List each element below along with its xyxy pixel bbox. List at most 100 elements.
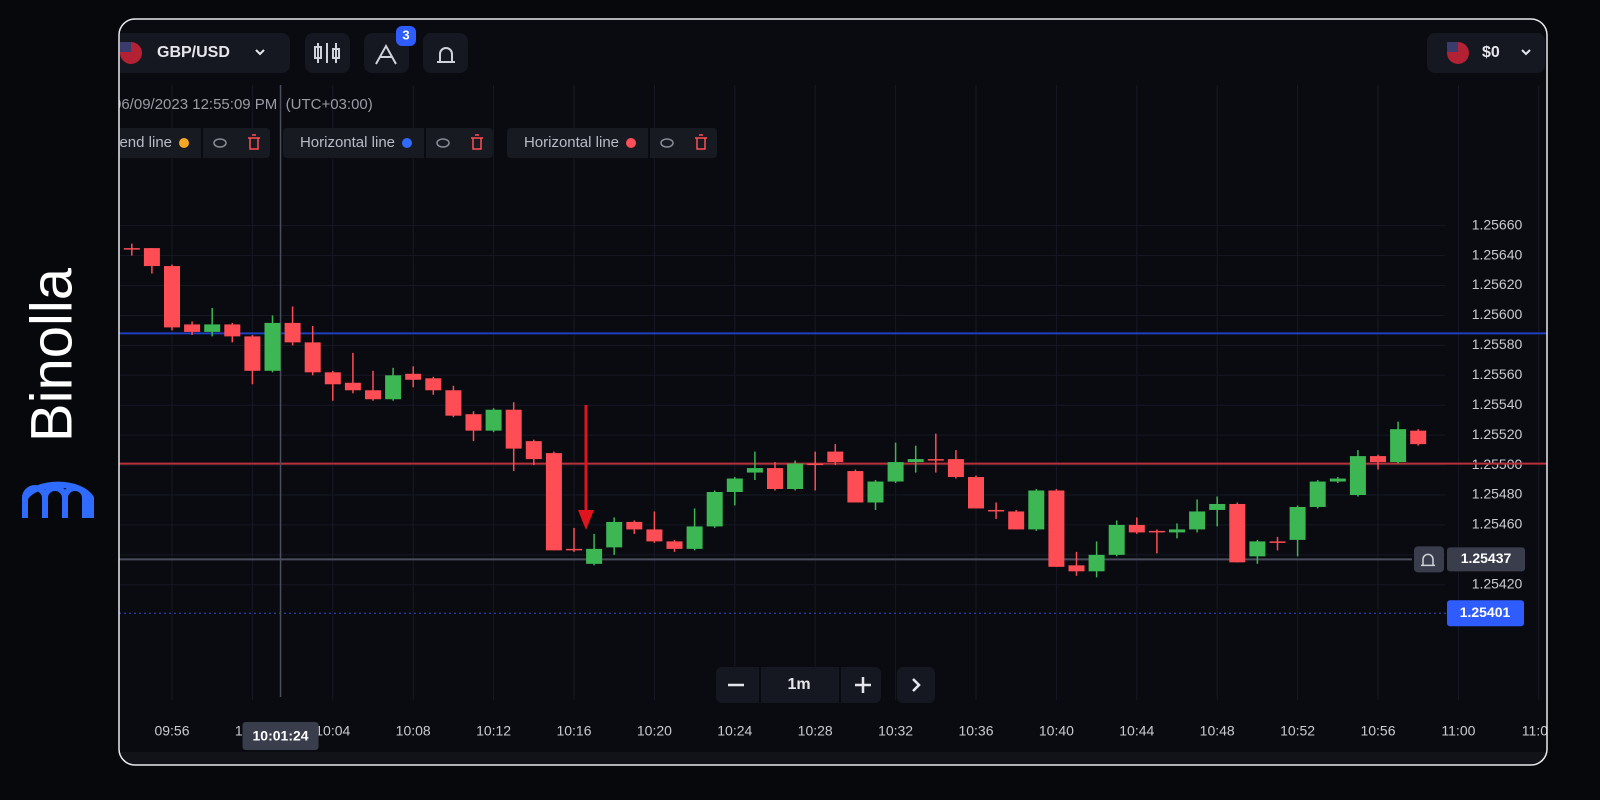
candle-body [1169, 529, 1185, 533]
candle-body [586, 548, 603, 564]
candle-body [545, 453, 562, 551]
candle-body [1229, 503, 1246, 563]
overlay: 1.25437 1.25401 10:01:24 [242, 546, 1525, 750]
x-tick-label: 10:48 [1200, 723, 1235, 739]
candle-body [787, 463, 804, 490]
candle-body [1390, 429, 1407, 463]
candle-body [143, 248, 160, 267]
candle-body [646, 529, 663, 542]
pair-selector[interactable] [108, 33, 290, 73]
alert-icon-box[interactable] [1414, 546, 1444, 573]
candle-body [1349, 456, 1366, 495]
x-tick-label: 10:28 [798, 723, 833, 739]
candle-body [204, 324, 221, 332]
trash-icon[interactable] [248, 134, 260, 150]
x-tick-label: 10:12 [476, 723, 511, 739]
arrow-head [578, 510, 594, 530]
drawing-color [402, 138, 412, 148]
candle-body [264, 322, 281, 371]
trash-icon[interactable] [471, 134, 483, 150]
chevron [1521, 49, 1531, 56]
x-tick-label: 10:04 [315, 723, 350, 739]
candle-body [184, 324, 201, 332]
candle-body [827, 451, 844, 463]
crosshair-time: 10:01:24 [253, 728, 309, 744]
candle-body [244, 336, 261, 371]
badge [396, 26, 416, 46]
y-tick-label: 1.25460 [1472, 516, 1523, 532]
alarm-icon [437, 47, 455, 63]
candle-body [566, 548, 582, 551]
chevron-right [912, 678, 921, 692]
candle-body [164, 266, 180, 328]
candle-body [365, 390, 381, 400]
y-tick-label: 1.25420 [1472, 575, 1523, 591]
candles-icon [314, 46, 322, 59]
brand-logo [22, 481, 94, 518]
candle-body [1108, 524, 1125, 555]
drawing-label: Horizontal line [300, 134, 395, 151]
pair: GBP/USD [157, 44, 230, 61]
eye-icon[interactable] [660, 138, 674, 148]
drawing-pill [283, 128, 493, 158]
candle-body [1068, 565, 1085, 572]
compass-icon [375, 43, 397, 65]
candle-body [385, 375, 402, 400]
alert-button[interactable] [423, 33, 468, 73]
drawing-color [179, 138, 189, 148]
candle-body [1088, 554, 1105, 572]
timeframe[interactable]: 1m [787, 676, 810, 693]
drawing-pill [119, 128, 270, 158]
alert-price: 1.25437 [1461, 550, 1512, 566]
candle-body [847, 471, 864, 503]
app-frame: 1.254201.254401.254601.254801.255001.255… [108, 19, 1547, 765]
candle-body [224, 324, 241, 337]
candle-body [525, 441, 542, 460]
eye-icon[interactable] [436, 138, 450, 148]
brand: Binolla [19, 267, 84, 442]
y-tick-label: 1.25540 [1472, 396, 1523, 412]
chevron [255, 49, 265, 56]
zoom-in[interactable] [855, 677, 871, 693]
x-tick-label: 10:08 [396, 723, 431, 739]
alarm-icon [1421, 553, 1435, 567]
candle-body [666, 541, 683, 549]
candle-body [1309, 481, 1326, 507]
drawings-list: end line Horizontal line Horizontal line [119, 128, 717, 158]
flag-canton [120, 42, 131, 52]
trash-icon[interactable] [695, 134, 707, 150]
drawing-label: Horizontal line [524, 134, 619, 151]
x-tick-label: 09:56 [154, 723, 189, 739]
candle-body [1289, 506, 1306, 540]
y-tick-label: 1.25560 [1472, 366, 1523, 382]
x-tick-label: 10:32 [878, 723, 913, 739]
candle-body [887, 462, 904, 482]
candle-body [927, 459, 944, 461]
y-tick-label: 1.25580 [1472, 336, 1523, 352]
candle-body [1148, 530, 1165, 533]
candle-body [1128, 524, 1145, 533]
candle-body [284, 322, 301, 343]
candle-body [123, 248, 140, 250]
candle-body [767, 468, 783, 490]
candles-icon [332, 48, 340, 59]
candle-body [626, 521, 643, 530]
drawing-label: end line [119, 134, 172, 151]
candle-body [1329, 478, 1346, 482]
candle-body [726, 478, 743, 493]
candle-body [1269, 541, 1286, 543]
candle-body [1028, 490, 1045, 530]
y-tick-label: 1.25480 [1472, 486, 1523, 502]
flag-canton [1447, 42, 1458, 52]
x-tick-label: 10:24 [717, 723, 752, 739]
y-tick-label: 1.25660 [1472, 216, 1523, 232]
eye-icon[interactable] [213, 138, 227, 148]
scroll-button[interactable] [897, 667, 935, 703]
drawing-pill [507, 128, 717, 158]
y-tick-label: 1.25620 [1472, 276, 1523, 292]
candle-body [505, 409, 522, 449]
x-tick-label: 11:00 [1441, 723, 1475, 739]
balance: $0 [1482, 44, 1500, 61]
candle-body [968, 477, 984, 509]
